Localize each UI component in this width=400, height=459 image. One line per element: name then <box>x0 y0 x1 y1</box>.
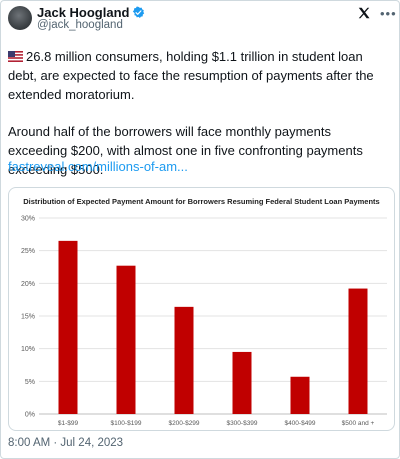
tweet-paragraph-1-text: 26.8 million consumers, holding $1.1 tri… <box>8 49 374 102</box>
more-options-icon[interactable]: ••• <box>380 6 397 21</box>
author-display-name[interactable]: Jack Hoogland <box>37 5 130 20</box>
y-tick-label: 15% <box>21 314 35 321</box>
tweet-timestamp[interactable]: 8:00 AM · Jul 24, 2023 <box>8 437 124 449</box>
us-flag-icon <box>8 51 23 62</box>
author-handle[interactable]: @jack_hoogland <box>37 19 123 31</box>
x-tick-label: $500 and + <box>342 420 375 427</box>
bar <box>290 376 310 414</box>
x-tick-label: $200-$299 <box>168 420 199 427</box>
y-tick-label: 25% <box>21 248 35 255</box>
y-tick-label: 20% <box>21 281 35 288</box>
y-tick-label: 30% <box>21 216 35 223</box>
verified-badge-icon <box>133 6 145 19</box>
bar <box>116 265 136 414</box>
x-tick-label: $100-$199 <box>110 420 141 427</box>
bar <box>348 288 368 414</box>
y-tick-label: 10% <box>21 346 35 353</box>
bar <box>232 351 252 414</box>
author-name-row: Jack Hoogland <box>37 5 145 20</box>
y-tick-label: 0% <box>25 412 35 419</box>
x-tick-label: $300-$399 <box>226 420 257 427</box>
chart-image-card[interactable]: Distribution of Expected Payment Amount … <box>8 187 395 431</box>
x-tick-label: $400-$499 <box>284 420 315 427</box>
tweet-paragraph-1: 26.8 million consumers, holding $1.1 tri… <box>8 47 392 104</box>
x-tick-label: $1-$99 <box>58 420 79 427</box>
y-tick-label: 5% <box>25 379 35 386</box>
bar <box>174 306 194 414</box>
bar-chart: 0% 5% 10% 15% 20% 25% 30% $1-$99 $100-$199 $200-$… <box>21 216 387 427</box>
x-logo-icon[interactable] <box>357 6 371 20</box>
bar <box>58 240 78 414</box>
article-link[interactable]: fastreveal.com/millions-of-am... <box>8 159 188 174</box>
tweet-paragraph-2: Around half of the borrowers will face m… <box>8 124 363 177</box>
chart-title: Distribution of Expected Payment Amount … <box>23 197 380 206</box>
tweet-text: 26.8 million consumers, holding $1.1 tri… <box>8 47 392 197</box>
avatar[interactable] <box>8 6 32 30</box>
